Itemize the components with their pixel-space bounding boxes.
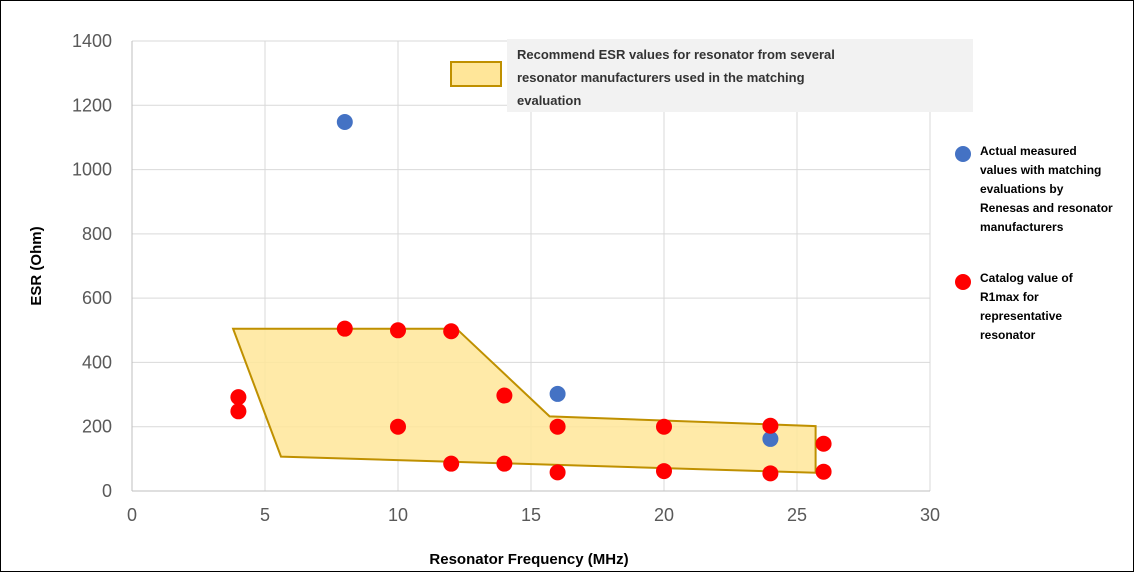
y-tick-label: 1200 xyxy=(72,95,112,115)
x-tick-label: 15 xyxy=(521,505,541,525)
x-tick-label: 20 xyxy=(654,505,674,525)
x-tick-label: 10 xyxy=(388,505,408,525)
y-tick-label: 800 xyxy=(82,224,112,244)
x-tick-label: 25 xyxy=(787,505,807,525)
annotation-line-3: evaluation xyxy=(517,93,581,108)
axes: 0 5 10 15 20 25 30 0 200 400 600 800 1000 1200 1400 xyxy=(72,31,940,525)
x-tick-label: 30 xyxy=(920,505,940,525)
y-tick-label: 1400 xyxy=(72,31,112,51)
catalog-point xyxy=(762,417,779,434)
y-tick-label: 1000 xyxy=(72,160,112,180)
legend-catalog-line-4: resonator xyxy=(980,328,1036,342)
region-annotation: Recommend ESR values for resonator from … xyxy=(450,39,973,112)
catalog-point xyxy=(443,323,460,340)
catalog-point xyxy=(762,465,779,482)
recommended-region-polygon xyxy=(231,327,817,474)
data-points xyxy=(230,114,832,482)
x-axis-title: Resonator Frequency (MHz) xyxy=(429,551,628,568)
annotation-background xyxy=(507,39,973,112)
legend-measured-line-2: values with matching xyxy=(980,163,1101,177)
catalog-point xyxy=(496,387,513,404)
recommended-region xyxy=(231,327,817,474)
annotation-line-1: Recommend ESR values for resonator from … xyxy=(517,47,835,62)
measured-point xyxy=(549,385,566,402)
catalog-point xyxy=(230,403,247,420)
legend-marker-catalog xyxy=(955,274,971,290)
catalog-point xyxy=(390,322,406,339)
legend: Actual measured values with matching eva… xyxy=(955,144,1113,342)
catalog-point xyxy=(336,320,353,337)
catalog-point xyxy=(549,418,566,435)
x-tick-label: 5 xyxy=(260,505,270,525)
region-legend-swatch xyxy=(450,61,502,87)
catalog-point xyxy=(496,455,513,472)
y-tick-label: 200 xyxy=(82,417,112,437)
catalog-point xyxy=(443,455,460,472)
legend-measured-line-1: Actual measured xyxy=(980,144,1077,158)
catalog-point xyxy=(815,463,832,480)
y-tick-label: 400 xyxy=(82,352,112,372)
measured-point xyxy=(336,114,353,130)
x-tick-label: 0 xyxy=(127,505,137,525)
catalog-point xyxy=(549,464,566,481)
catalog-point xyxy=(230,389,247,406)
catalog-point xyxy=(656,418,672,435)
legend-marker-measured xyxy=(955,146,971,162)
legend-measured-line-5: manufacturers xyxy=(980,220,1064,234)
y-axis-title: ESR (Ohm) xyxy=(28,226,45,305)
legend-measured-line-3: evaluations by xyxy=(980,182,1064,196)
catalog-point xyxy=(815,435,832,452)
measured-point xyxy=(762,430,779,447)
legend-catalog-line-3: representative xyxy=(980,309,1062,323)
legend-catalog-line-2: R1max for xyxy=(980,290,1039,304)
annotation-line-2: resonator manufacturers used in the matc… xyxy=(517,70,805,85)
y-tick-label: 600 xyxy=(82,288,112,308)
legend-catalog-line-1: Catalog value of xyxy=(980,271,1074,285)
y-tick-label: 0 xyxy=(102,481,112,501)
catalog-point xyxy=(390,418,406,435)
legend-measured-line-4: Renesas and resonator xyxy=(980,201,1113,215)
catalog-point xyxy=(656,463,672,480)
